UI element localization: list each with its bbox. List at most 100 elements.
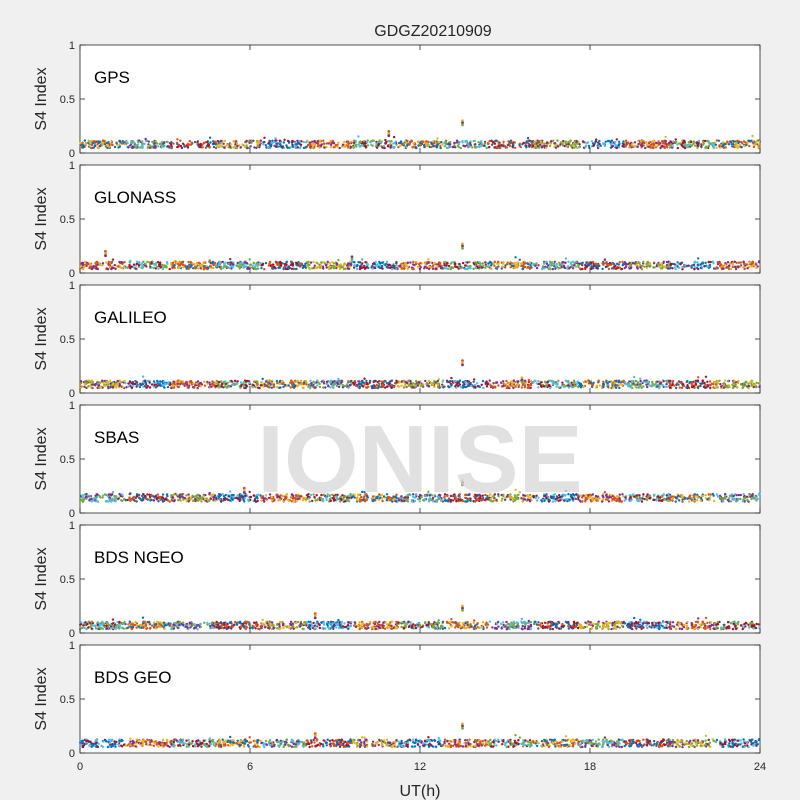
data-point: [140, 262, 144, 265]
data-point: [477, 141, 480, 144]
data-point: [148, 381, 151, 384]
data-point: [450, 383, 453, 386]
data-point: [584, 144, 588, 147]
data-point: [574, 145, 578, 148]
data-point: [313, 386, 316, 389]
data-point: [217, 495, 221, 498]
data-point: [645, 266, 649, 269]
data-point: [576, 142, 580, 145]
data-point: [179, 262, 183, 265]
data-point: [697, 257, 700, 260]
data-point: [93, 144, 97, 147]
data-point: [260, 266, 263, 270]
data-point: [279, 261, 282, 265]
data-point: [494, 385, 497, 388]
data-point: [634, 379, 638, 383]
data-point: [161, 263, 164, 267]
data-point: [401, 142, 404, 146]
data-point: [601, 267, 604, 271]
data-point: [672, 384, 676, 387]
data-point: [629, 266, 633, 269]
data-point: [436, 263, 440, 266]
data-point: [431, 383, 435, 386]
data-point: [361, 381, 364, 384]
data-point: [634, 384, 637, 387]
data-point: [456, 141, 459, 144]
data-point: [693, 144, 697, 147]
data-point: [416, 265, 420, 269]
data-point: [274, 137, 277, 140]
data-point: [137, 384, 140, 387]
data-point: [374, 266, 377, 270]
data-point: [441, 143, 444, 146]
data-point: [747, 382, 750, 385]
panel-axes-box: [79, 164, 761, 274]
data-point: [322, 267, 325, 270]
data-point: [674, 386, 678, 390]
data-point: [159, 261, 162, 264]
data-point: [267, 141, 271, 144]
data-point: [199, 266, 202, 270]
data-point: [429, 261, 432, 264]
data-point: [232, 146, 235, 149]
data-point: [447, 143, 450, 146]
data-point: [306, 263, 310, 266]
data-point: [436, 385, 440, 389]
data-point: [624, 139, 628, 142]
data-point: [676, 146, 679, 150]
data-point: [347, 379, 350, 383]
data-point: [209, 265, 213, 268]
data-point: [113, 263, 117, 267]
data-point: [322, 386, 325, 389]
data-point: [245, 139, 248, 143]
data-point: [603, 144, 607, 148]
data-point: [626, 142, 630, 145]
data-point: [735, 261, 738, 264]
data-point: [754, 385, 757, 389]
data-point: [83, 382, 86, 385]
data-point: [556, 145, 560, 148]
data-point: [541, 141, 544, 144]
data-point: [427, 140, 430, 144]
data-point: [279, 145, 282, 148]
data-point: [613, 382, 616, 385]
data-point: [126, 385, 130, 388]
data-point: [374, 260, 377, 264]
data-point: [378, 385, 382, 389]
data-point: [158, 264, 161, 268]
data-point: [617, 146, 621, 149]
data-point: [473, 378, 476, 381]
data-point: [347, 142, 350, 145]
data-point: [220, 267, 223, 271]
data-point: [234, 145, 237, 148]
data-point: [505, 146, 509, 149]
data-point: [161, 267, 165, 271]
data-point: [665, 379, 669, 383]
data-point: [238, 144, 241, 147]
data-point: [128, 380, 132, 383]
data-point: [222, 380, 226, 384]
data-point: [567, 260, 570, 263]
data-point: [131, 384, 135, 388]
data-point: [529, 386, 532, 390]
data-point: [203, 384, 207, 387]
data-point: [353, 380, 357, 383]
data-point: [395, 261, 398, 264]
data-point: [90, 267, 93, 271]
spike-point: [520, 380, 524, 384]
data-point: [389, 146, 392, 149]
data-point: [201, 263, 204, 267]
data-point: [308, 383, 312, 386]
data-point: [278, 143, 282, 146]
data-point: [207, 144, 211, 147]
data-point: [719, 263, 723, 266]
data-point: [152, 499, 156, 502]
data-point: [659, 146, 662, 150]
data-point: [160, 145, 164, 148]
data-point: [235, 142, 239, 145]
data-point: [109, 382, 112, 385]
data-point: [396, 384, 400, 388]
data-point: [734, 265, 737, 269]
data-point: [603, 491, 607, 494]
data-point: [591, 260, 594, 264]
